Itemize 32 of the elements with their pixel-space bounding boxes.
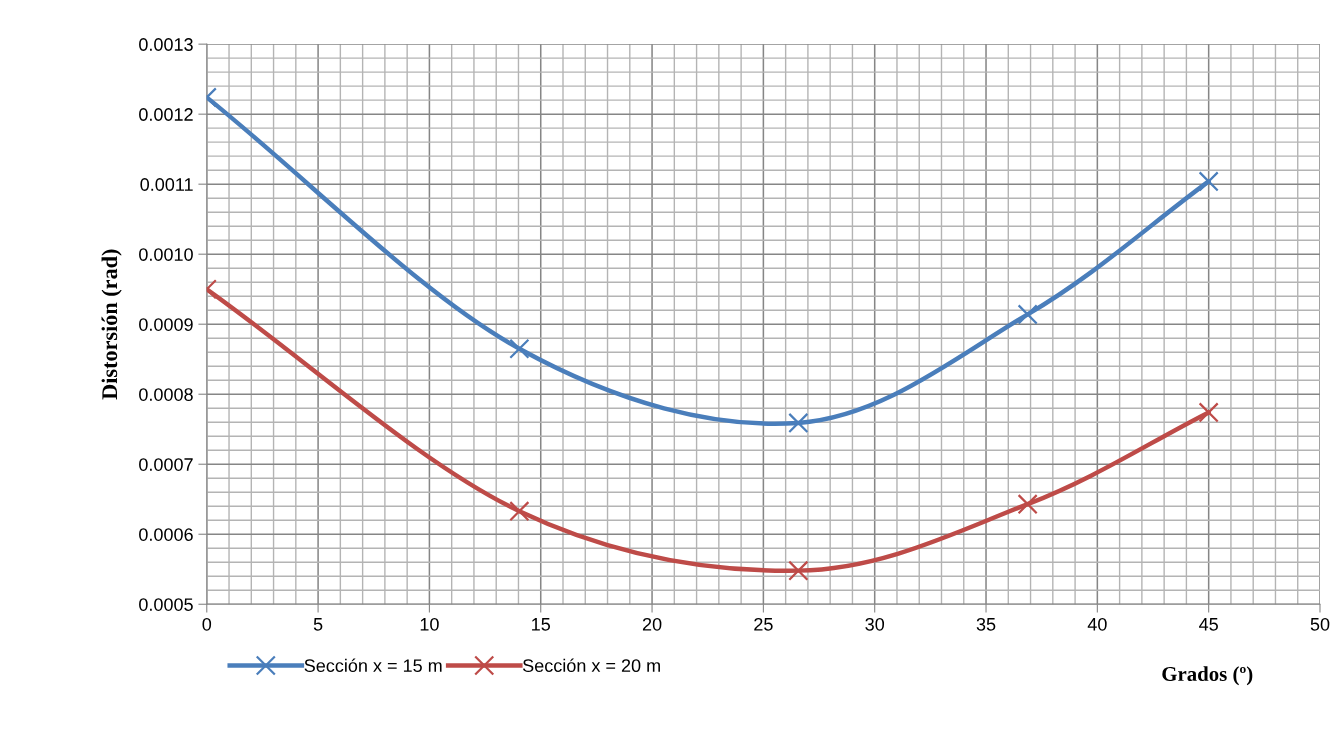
y-axis-title: Distorsión (rad) bbox=[101, 249, 122, 400]
point bbox=[1198, 402, 1219, 423]
x-tick-label: 15 bbox=[532, 618, 551, 631]
y-tick-label: 0.0009 bbox=[139, 318, 193, 331]
x-tick-label: 40 bbox=[1087, 617, 1107, 631]
point bbox=[509, 338, 530, 359]
legend-label: Sección x = 15 m bbox=[304, 658, 442, 673]
x-tick-label: 45 bbox=[1199, 618, 1218, 631]
point bbox=[788, 560, 809, 581]
x-tick-label: 35 bbox=[976, 617, 996, 631]
y-tick-label: 0.0012 bbox=[139, 108, 193, 121]
point bbox=[1017, 494, 1038, 515]
y-tick-label: 0.0008 bbox=[139, 388, 193, 401]
y-tick-label: 0.0011 bbox=[140, 178, 193, 191]
x-tick-label: 30 bbox=[865, 617, 885, 631]
x-tick-label: 20 bbox=[642, 617, 662, 631]
x-axis-title: Grados (º) bbox=[1162, 666, 1253, 686]
y-tick-label: 0.0013 bbox=[139, 38, 193, 51]
legend-label: Sección x = 20 m bbox=[522, 658, 660, 673]
x-tick-label: 5 bbox=[313, 618, 323, 631]
x-tick-label: 50 bbox=[1310, 617, 1330, 631]
y-tick-label: 0.0006 bbox=[139, 528, 193, 541]
x-tick-label: 25 bbox=[754, 617, 773, 631]
y-tick-label: 0.0010 bbox=[139, 248, 193, 261]
point bbox=[509, 501, 530, 522]
x-tick-label: 10 bbox=[420, 617, 439, 631]
x-tick-label: 0 bbox=[202, 617, 212, 631]
point bbox=[1198, 171, 1219, 192]
y-tick-label: 0.0005 bbox=[139, 598, 193, 611]
y-tick-label: 0.0007 bbox=[139, 458, 193, 471]
point bbox=[1017, 304, 1038, 325]
point bbox=[788, 412, 809, 434]
